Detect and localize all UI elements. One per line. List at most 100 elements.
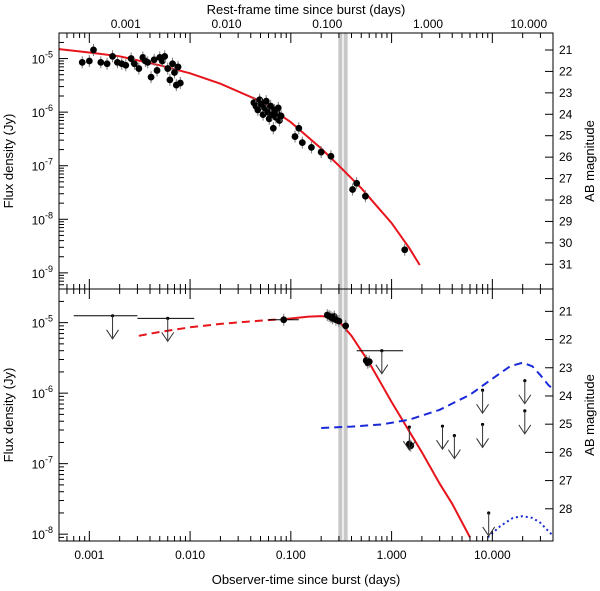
data-point [362, 192, 369, 200]
data-point [349, 186, 356, 193]
y-tick-label: 10-5 [32, 314, 53, 331]
bottom-x-tick-label: 1.000 [377, 548, 407, 562]
data-point [254, 106, 262, 114]
data-point [295, 124, 303, 132]
magnitude-tick-label: 27 [559, 172, 573, 186]
model-curves [59, 48, 553, 539]
bottom-model-curve [283, 315, 471, 538]
data-point [342, 322, 350, 330]
bottom-x-tick-label: 0.100 [276, 548, 306, 562]
data-point [291, 133, 299, 140]
vertical-band-top-2 [343, 33, 348, 289]
magnitude-tick-label: 24 [559, 107, 573, 121]
upper-limit-arrow-head [447, 449, 461, 460]
bottom-panel-frame [58, 288, 554, 542]
top-panel-frame [58, 32, 554, 290]
data-point [353, 179, 361, 187]
top-x-tick-label: 0.001 [111, 17, 141, 31]
top-model-curve [59, 48, 421, 266]
bottom-y-axis-title: Flux density (Jy) [1, 368, 16, 463]
supernova-dashed-curve [321, 361, 553, 429]
y-tick-label: 10-5 [32, 50, 53, 67]
data-point [317, 148, 325, 156]
data-point [85, 57, 93, 65]
magnitude-tick-label: 25 [559, 129, 573, 143]
bottom-x-tick-label: 0.010 [175, 548, 205, 562]
vertical-band-top-1 [338, 33, 343, 289]
data-point [97, 58, 105, 66]
top-x-axis-title: Rest-frame time since burst (days) [207, 2, 406, 17]
data-point [147, 73, 155, 81]
magnitude-tick-label: 28 [559, 193, 573, 207]
bottom-x-axis-title: Observer-time since burst (days) [212, 572, 401, 587]
upper-limit-arrow-head [375, 364, 389, 375]
data-point [327, 152, 335, 160]
vertical-bands [338, 33, 348, 541]
data-point [144, 58, 152, 66]
top-x-tick-label: 0.100 [312, 17, 342, 31]
top-x-tick-label: 0.010 [212, 17, 242, 31]
data-point [169, 60, 176, 68]
upper-limit-arrow-head [482, 526, 496, 537]
data-point [164, 65, 172, 72]
vertical-band-bottom-2 [343, 289, 348, 541]
top-x-tick-label: 10.000 [510, 17, 547, 31]
vertical-band-bottom-1 [338, 289, 343, 541]
upper-limit-arrow-head [436, 439, 449, 451]
upper-limit-arrow-head [161, 332, 175, 343]
magnitude-tick-label: 22 [559, 64, 573, 78]
data-point [176, 79, 184, 87]
data-point [269, 124, 277, 132]
magnitude-tick-label: 26 [559, 445, 573, 459]
magnitude-tick-label: 24 [559, 389, 573, 403]
supernova-dotted-curve [487, 515, 553, 539]
data-point [135, 65, 143, 72]
data-point [150, 56, 158, 64]
data-point [262, 97, 270, 105]
y-tick-label: 10-7 [32, 157, 53, 174]
data-point [171, 69, 178, 76]
upper-limit-arrow-head [518, 394, 532, 405]
upper-limit-arrow-head [106, 329, 119, 340]
data-point [298, 139, 306, 147]
top-y-axis-title: Flux density (Jy) [1, 114, 16, 209]
upper-limit-arrow-head [476, 438, 489, 449]
magnitude-tick-label: 23 [559, 86, 573, 100]
data-point [274, 104, 282, 112]
bottom-x-tick-label: 10.000 [474, 548, 511, 562]
data-point [166, 76, 174, 84]
top-x-tick-label: 1.000 [413, 17, 443, 31]
upper-limit-arrow-head [402, 440, 416, 452]
magnitude-tick-label: 26 [559, 150, 573, 164]
upper-limit-arrow-head [518, 424, 532, 435]
data-point [103, 60, 111, 68]
magnitude-tick-label: 27 [559, 474, 573, 488]
magnitude-tick-label: 31 [559, 257, 573, 271]
y-tick-label: 10-9 [32, 264, 53, 281]
y-tick-label: 10-7 [32, 455, 53, 472]
magnitude-tick-label: 21 [559, 43, 573, 57]
data-point [109, 52, 116, 60]
magnitude-tick-label: 23 [559, 361, 573, 375]
y-tick-label: 10-6 [32, 103, 53, 120]
magnitude-tick-label: 21 [559, 304, 573, 318]
magnitude-tick-label: 30 [559, 236, 573, 250]
data-point [365, 358, 373, 366]
magnitude-tick-label: 28 [559, 502, 573, 516]
data-point [90, 46, 97, 54]
data-point [335, 317, 343, 325]
data-point [401, 246, 409, 254]
data-point [130, 60, 138, 68]
data-point [174, 63, 182, 71]
data-point [161, 52, 169, 60]
top-magnitude-axis-title: AB magnitude [582, 120, 597, 202]
upper-limit-arrow-head [476, 403, 489, 415]
magnitude-tick-label: 25 [559, 417, 573, 431]
data-point [78, 58, 86, 66]
data-point [122, 61, 130, 69]
data-point [127, 55, 135, 62]
y-tick-label: 10-8 [32, 210, 53, 227]
data-point [153, 67, 161, 74]
data-point [280, 316, 288, 324]
